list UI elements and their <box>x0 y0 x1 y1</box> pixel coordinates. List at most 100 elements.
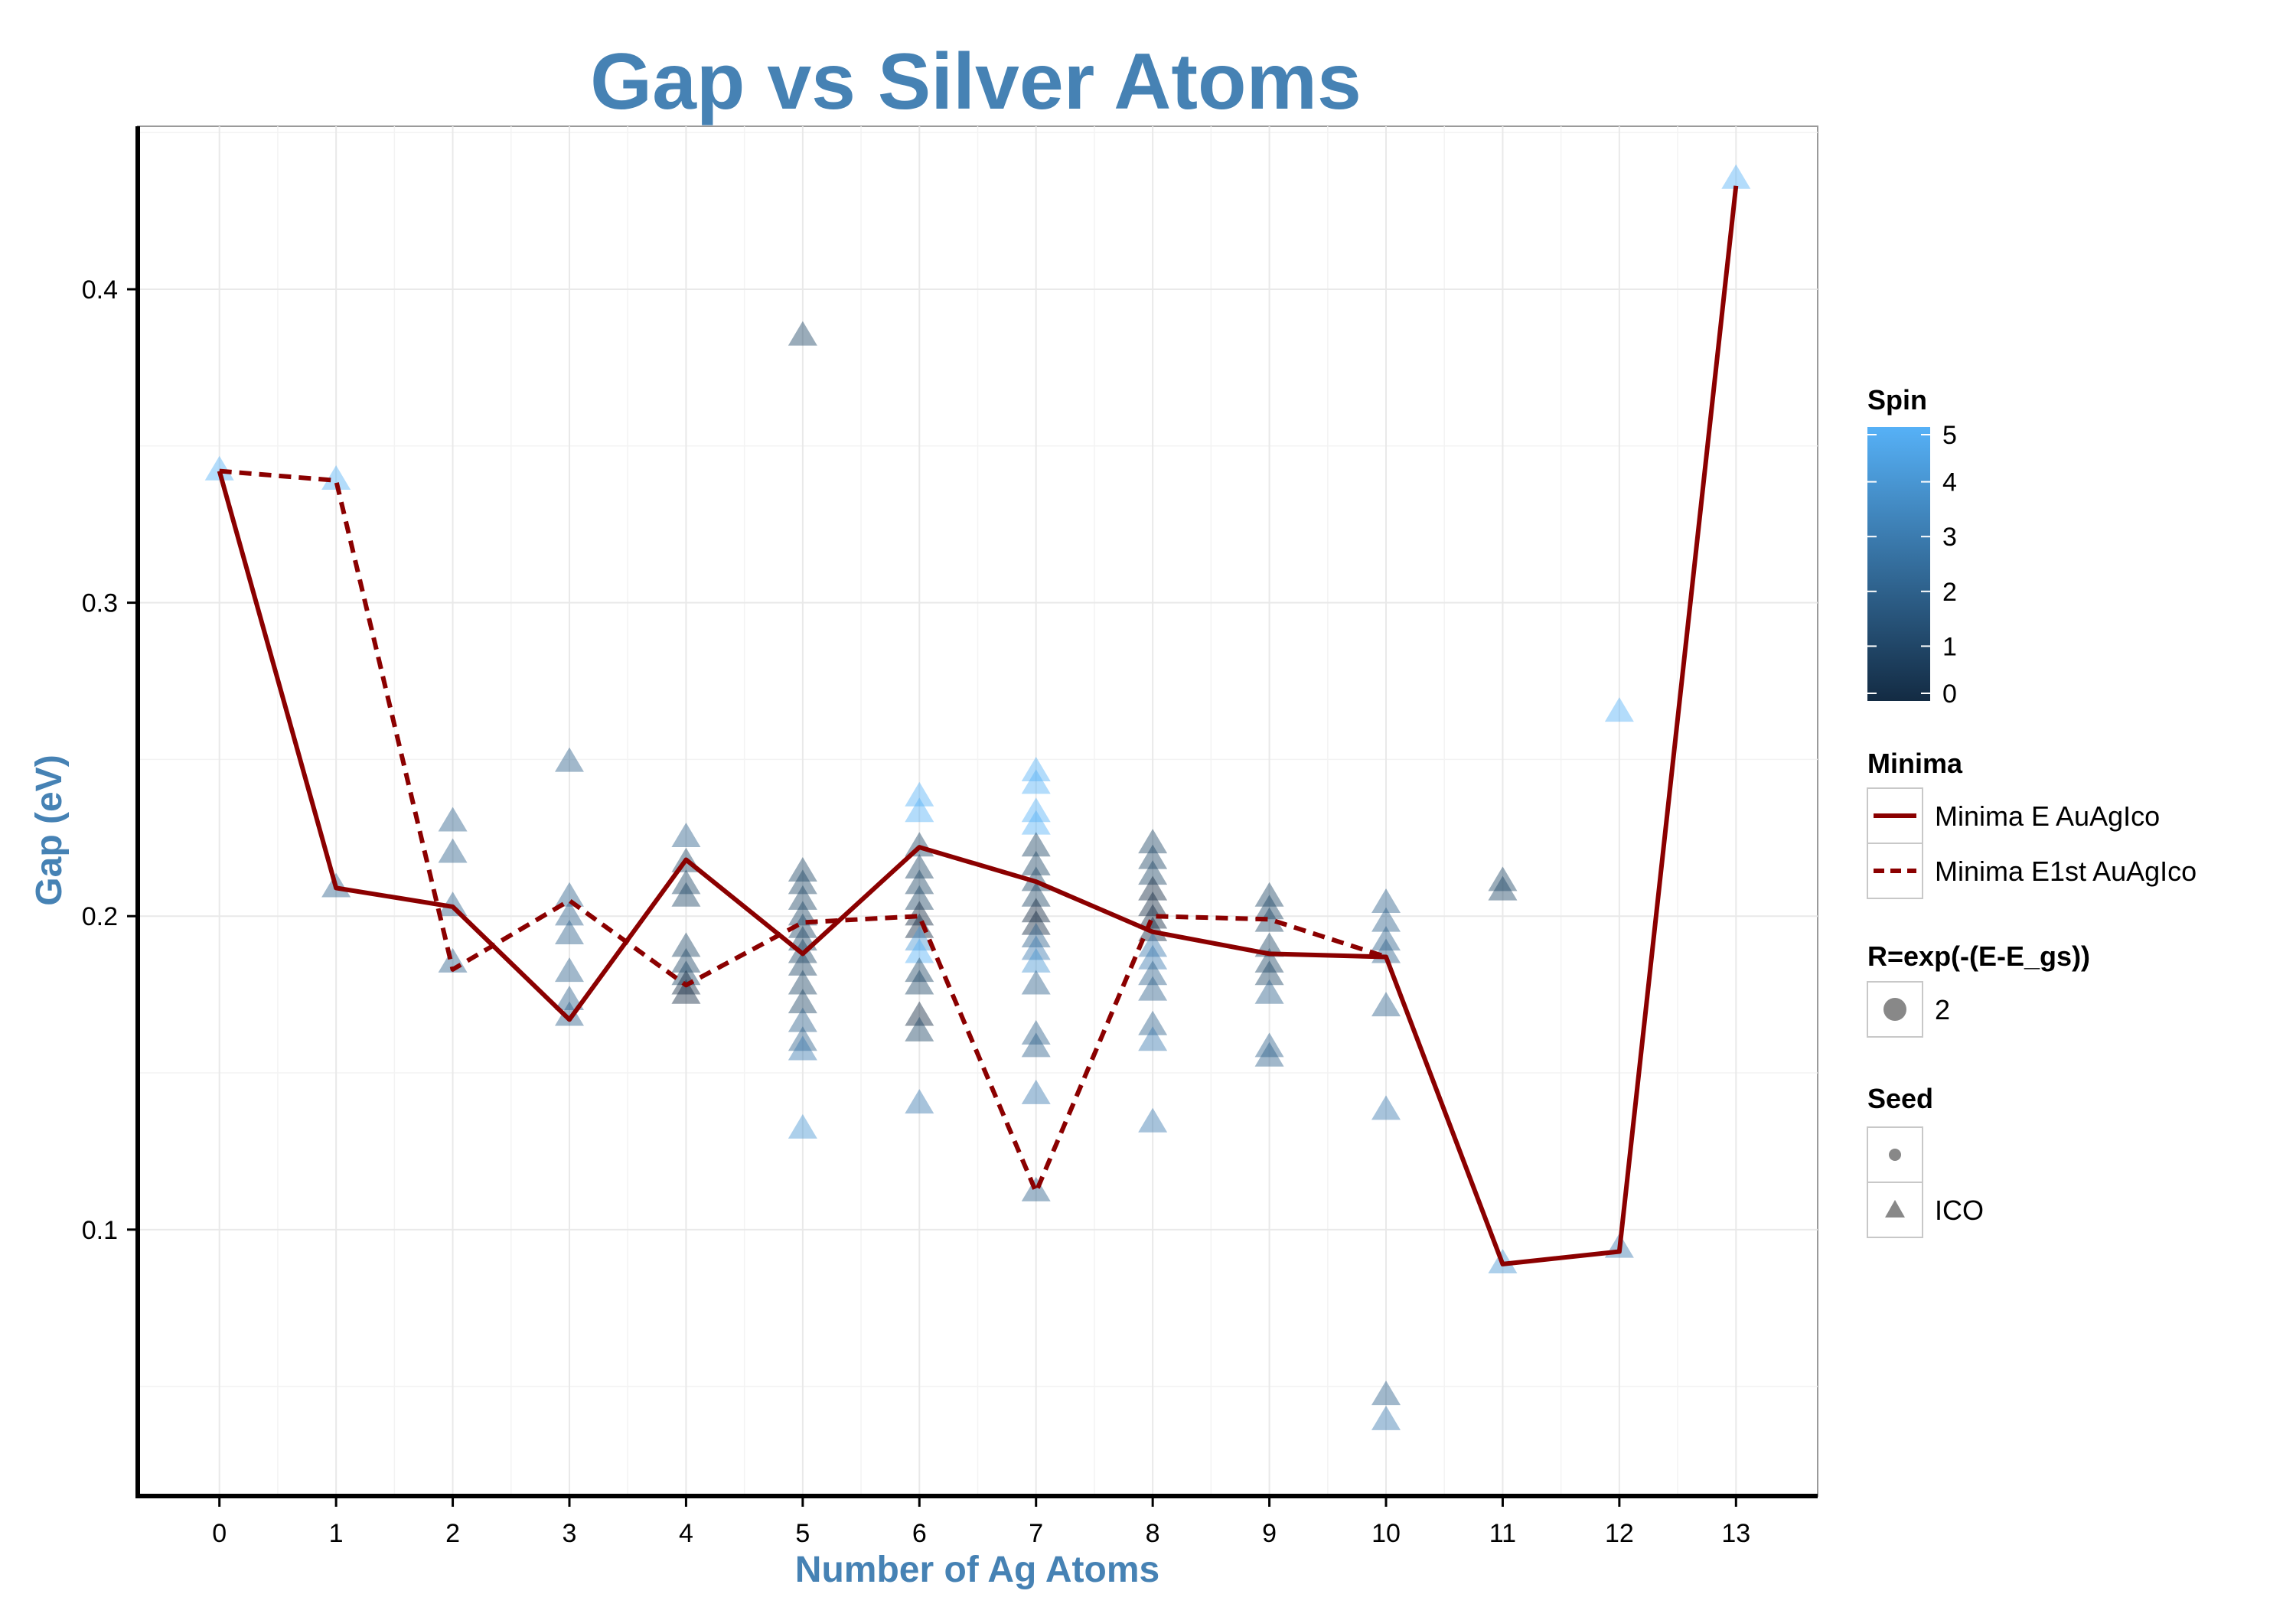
data-point <box>1021 850 1051 875</box>
data-point <box>1138 976 1168 1001</box>
x-ticks: 0 1 2 3 4 5 6 7 8 9 10 11 12 13 <box>212 1496 1750 1548</box>
grid-major <box>138 126 1818 1496</box>
data-point <box>905 781 934 807</box>
data-point <box>1021 1176 1051 1201</box>
legend-spin-title: Spin <box>1867 384 1927 416</box>
data-point <box>554 985 584 1010</box>
data-point <box>1021 947 1051 973</box>
data-point <box>788 913 817 938</box>
data-point <box>554 957 584 983</box>
legend-minima-label-2: Minima E1st AuAgIco <box>1935 856 2197 887</box>
x-axis-title: Number of Ag Atoms <box>795 1550 1159 1590</box>
data-point <box>1021 910 1051 935</box>
data-point <box>1254 947 1284 973</box>
data-point <box>1138 904 1168 929</box>
data-point <box>905 885 934 910</box>
data-point <box>554 919 584 944</box>
data-point <box>905 926 934 951</box>
data-point <box>1254 907 1284 932</box>
legend-minima: Minima Minima E AuAgIco Minima E1st AuAg… <box>1867 748 2197 899</box>
chart-title: Gap vs Silver Atoms <box>590 37 1362 126</box>
spin-tick-label: 0 <box>1942 680 1957 709</box>
y-tick-label: 0.2 <box>82 902 118 931</box>
data-point <box>1021 882 1051 907</box>
data-point <box>788 1035 817 1061</box>
legend-seed-triangle-icon <box>1885 1200 1905 1217</box>
x-tick-label: 7 <box>1029 1519 1043 1548</box>
data-point <box>554 1001 584 1026</box>
y-axis-title: Gap (eV) <box>29 755 70 905</box>
data-point <box>1254 1032 1284 1058</box>
data-point <box>1021 797 1051 823</box>
data-point <box>905 901 934 926</box>
x-tick-label: 2 <box>445 1519 460 1548</box>
y-tick-label: 0.4 <box>82 275 118 305</box>
data-point <box>788 869 817 895</box>
data-point <box>1138 960 1168 986</box>
data-point <box>1371 1095 1401 1120</box>
data-point <box>1021 1032 1051 1058</box>
data-point <box>1371 1380 1401 1406</box>
legend-seed: Seed ICO <box>1867 1083 1984 1238</box>
data-point <box>905 1089 934 1114</box>
legend-size-dot <box>1883 998 1906 1021</box>
data-point <box>1138 932 1168 957</box>
data-point <box>788 321 817 346</box>
data-point <box>1371 1405 1401 1430</box>
data-point <box>1254 895 1284 920</box>
spin-tick-label: 4 <box>1942 468 1957 497</box>
data-point <box>1138 860 1168 885</box>
data-point <box>1488 866 1518 892</box>
data-point <box>788 1026 817 1051</box>
data-point <box>204 455 234 481</box>
data-point <box>1138 875 1168 901</box>
x-tick-label: 4 <box>679 1519 693 1548</box>
minima-lines <box>217 185 1739 1266</box>
data-point <box>905 938 934 963</box>
legend-minima-label-1: Minima E AuAgIco <box>1935 800 2160 832</box>
y-tick-label: 0.1 <box>82 1216 118 1245</box>
plot-panel <box>137 125 1818 1497</box>
data-point <box>671 932 701 957</box>
data-point <box>438 807 468 832</box>
data-point <box>1254 960 1284 986</box>
data-point <box>1021 898 1051 923</box>
x-tick-label: 10 <box>1371 1519 1401 1548</box>
x-tick-label: 13 <box>1721 1519 1750 1548</box>
data-point <box>788 1113 817 1139</box>
spin-tick-label: 5 <box>1942 421 1957 450</box>
data-point <box>1138 1026 1168 1051</box>
data-point <box>321 465 351 491</box>
data-point <box>788 901 817 926</box>
data-point <box>1021 1020 1051 1045</box>
data-point <box>1021 1079 1051 1104</box>
data-point <box>671 947 701 973</box>
data-point <box>788 970 817 995</box>
data-point <box>554 747 584 772</box>
legend-spin: Spin 5 4 3 2 1 0 <box>1867 384 1957 709</box>
x-tick-label: 1 <box>329 1519 344 1548</box>
spin-tick-label: 2 <box>1942 578 1957 607</box>
x-tick-label: 8 <box>1146 1519 1160 1548</box>
data-point <box>671 822 701 847</box>
data-point <box>1371 907 1401 932</box>
x-tick-label: 6 <box>912 1519 927 1548</box>
data-point <box>788 989 817 1014</box>
data-point <box>788 857 817 882</box>
data-point <box>788 950 817 976</box>
grid-minor <box>138 126 1818 1496</box>
legend-size: R=exp(-(E-E_gs)) 2 <box>1867 940 2090 1038</box>
data-point <box>1604 697 1634 722</box>
spin-colorbar-ticks: 5 4 3 2 1 0 <box>1867 421 1957 709</box>
y-ticks: 0.1 0.2 0.3 0.4 <box>82 275 138 1245</box>
legend-seed-title: Seed <box>1867 1083 1933 1114</box>
legend-seed-dot-icon <box>1889 1149 1901 1161</box>
data-point <box>671 869 701 895</box>
data-point <box>905 970 934 995</box>
x-tick-label: 3 <box>563 1519 577 1548</box>
legend-size-title: R=exp(-(E-E_gs)) <box>1867 940 2090 972</box>
data-point <box>1021 923 1051 948</box>
spin-tick-label: 3 <box>1942 523 1957 552</box>
data-point <box>1254 979 1284 1004</box>
